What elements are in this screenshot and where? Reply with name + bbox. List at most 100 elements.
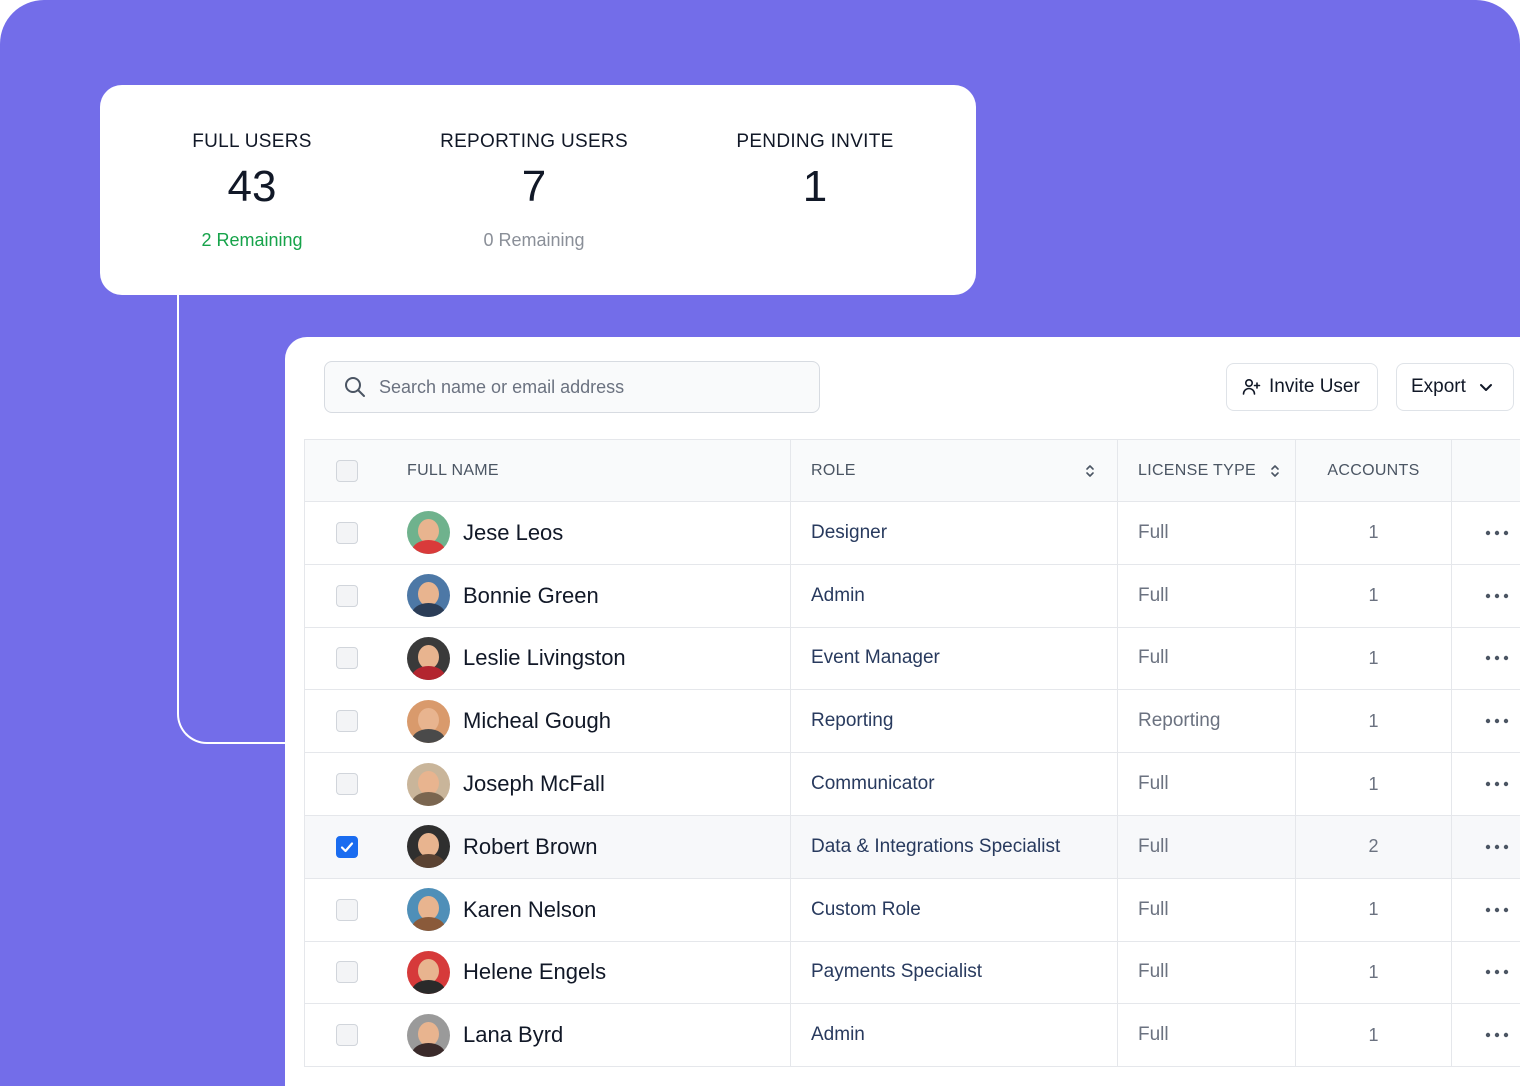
stat-value: 1 xyxy=(802,162,828,211)
name-cell: Lana Byrd xyxy=(389,1004,791,1067)
search-input[interactable] xyxy=(379,376,799,398)
actions-cell xyxy=(1452,816,1520,878)
user-accounts-count: 1 xyxy=(1368,522,1379,543)
users-table: FULL NAME ROLE LICENSE TYPE ACCOUNTS Jes… xyxy=(304,439,1520,1068)
user-name: Robert Brown xyxy=(463,833,598,859)
name-cell: Micheal Gough xyxy=(389,690,791,753)
select-all-checkbox[interactable] xyxy=(336,459,358,482)
more-horizontal-icon[interactable] xyxy=(1485,718,1509,724)
user-name: Karen Nelson xyxy=(463,896,597,922)
role-cell: Custom Role xyxy=(791,878,1118,941)
user-name: Helene Engels xyxy=(463,959,607,985)
table-row[interactable]: Leslie Livingston Event Manager Full 1 xyxy=(305,627,1520,691)
search-box[interactable] xyxy=(324,361,820,413)
name-cell: Karen Nelson xyxy=(389,878,791,941)
user-role: Data & Integrations Specialist xyxy=(811,835,1061,857)
row-select-cell xyxy=(305,502,389,564)
row-checkbox[interactable] xyxy=(336,1024,358,1047)
role-cell: Reporting xyxy=(791,690,1118,753)
license-cell: Full xyxy=(1118,878,1296,941)
more-horizontal-icon[interactable] xyxy=(1485,593,1509,599)
row-checkbox[interactable] xyxy=(336,773,358,796)
actions-cell xyxy=(1452,502,1520,564)
table-row[interactable]: Bonnie Green Admin Full 1 xyxy=(305,564,1520,628)
stat-reporting-users: REPORTING USERS 7 0 Remaining xyxy=(384,129,684,252)
table-header-row: FULL NAME ROLE LICENSE TYPE ACCOUNTS xyxy=(305,440,1520,502)
table-row[interactable]: Jese Leos Designer Full 1 xyxy=(305,502,1520,565)
header-full-name-label: FULL NAME xyxy=(407,461,499,479)
actions-cell xyxy=(1452,628,1520,690)
license-cell: Reporting xyxy=(1118,690,1296,753)
more-horizontal-icon[interactable] xyxy=(1485,1032,1509,1038)
avatar xyxy=(407,950,450,994)
stat-remaining: 0 Remaining xyxy=(483,230,585,250)
accounts-cell: 1 xyxy=(1296,627,1452,690)
license-cell: Full xyxy=(1118,564,1296,627)
row-checkbox[interactable] xyxy=(336,961,358,984)
row-checkbox[interactable] xyxy=(336,521,358,544)
row-checkbox[interactable] xyxy=(336,647,358,670)
row-checkbox[interactable] xyxy=(336,710,358,733)
more-horizontal-icon[interactable] xyxy=(1485,655,1509,661)
row-select-cell xyxy=(305,628,389,690)
stat-label: REPORTING USERS xyxy=(440,131,628,152)
avatar xyxy=(407,511,450,555)
user-name: Jese Leos xyxy=(463,519,564,545)
header-accounts-label: ACCOUNTS xyxy=(1327,461,1420,479)
role-cell: Admin xyxy=(791,564,1118,627)
export-label: Export xyxy=(1411,376,1466,397)
license-cell: Full xyxy=(1118,941,1296,1004)
more-horizontal-icon[interactable] xyxy=(1485,781,1509,787)
row-checkbox[interactable] xyxy=(336,835,358,858)
license-cell: Full xyxy=(1118,502,1296,564)
user-role: Reporting xyxy=(811,710,894,732)
accounts-cell: 2 xyxy=(1296,815,1452,878)
header-license-type[interactable]: LICENSE TYPE xyxy=(1118,440,1296,501)
more-horizontal-icon[interactable] xyxy=(1485,969,1509,975)
more-horizontal-icon[interactable] xyxy=(1485,907,1509,913)
stat-full-users: FULL USERS 43 2 Remaining xyxy=(102,129,402,252)
table-row[interactable]: Helene Engels Payments Specialist Full 1 xyxy=(305,941,1520,1005)
user-name: Lana Byrd xyxy=(463,1022,564,1048)
user-name: Micheal Gough xyxy=(463,708,611,734)
row-select-cell xyxy=(305,942,389,1004)
role-cell: Event Manager xyxy=(791,627,1118,690)
header-role[interactable]: ROLE xyxy=(791,440,1118,501)
header-accounts: ACCOUNTS xyxy=(1296,440,1452,501)
user-accounts-count: 1 xyxy=(1368,961,1379,982)
name-cell: Bonnie Green xyxy=(389,564,791,627)
table-row[interactable]: Micheal Gough Reporting Reporting 1 xyxy=(305,690,1520,754)
stat-label: PENDING INVITE xyxy=(736,131,894,152)
header-full-name[interactable]: FULL NAME xyxy=(389,440,791,501)
accounts-cell: 1 xyxy=(1296,753,1452,815)
role-cell: Admin xyxy=(791,1004,1118,1067)
sort-icon[interactable] xyxy=(1268,464,1282,478)
table-row[interactable]: Lana Byrd Admin Full 1 xyxy=(305,1004,1520,1068)
more-horizontal-icon[interactable] xyxy=(1485,844,1509,850)
more-horizontal-icon[interactable] xyxy=(1485,530,1509,536)
row-checkbox[interactable] xyxy=(336,584,358,607)
table-row[interactable]: Karen Nelson Custom Role Full 1 xyxy=(305,878,1520,942)
role-cell: Data & Integrations Specialist xyxy=(791,815,1118,878)
user-role: Event Manager xyxy=(811,647,940,669)
table-row[interactable]: Robert Brown Data & Integrations Speciali… xyxy=(305,815,1520,879)
table-row[interactable]: Joseph McFall Communicator Full 1 xyxy=(305,753,1520,816)
invite-user-button[interactable]: Invite User xyxy=(1226,363,1378,411)
chevron-down-icon xyxy=(1479,384,1492,391)
user-license-type: Full xyxy=(1138,521,1169,543)
user-license-type: Full xyxy=(1138,584,1169,606)
license-cell: Full xyxy=(1118,1004,1296,1067)
role-cell: Designer xyxy=(791,502,1118,564)
accounts-cell: 1 xyxy=(1296,502,1452,564)
sort-icon[interactable] xyxy=(1083,464,1097,478)
export-dropdown-button[interactable]: Export xyxy=(1396,363,1514,411)
user-accounts-count: 1 xyxy=(1368,773,1379,794)
row-select-cell xyxy=(305,816,389,878)
accounts-cell: 1 xyxy=(1296,878,1452,941)
row-checkbox[interactable] xyxy=(336,898,358,921)
avatar xyxy=(407,888,450,932)
user-license-type: Full xyxy=(1138,647,1169,669)
table-body: Jese Leos Designer Full 1 Bonnie Green Admin F… xyxy=(305,502,1520,1068)
user-license-type: Full xyxy=(1138,835,1169,857)
user-name: Joseph McFall xyxy=(463,771,605,797)
